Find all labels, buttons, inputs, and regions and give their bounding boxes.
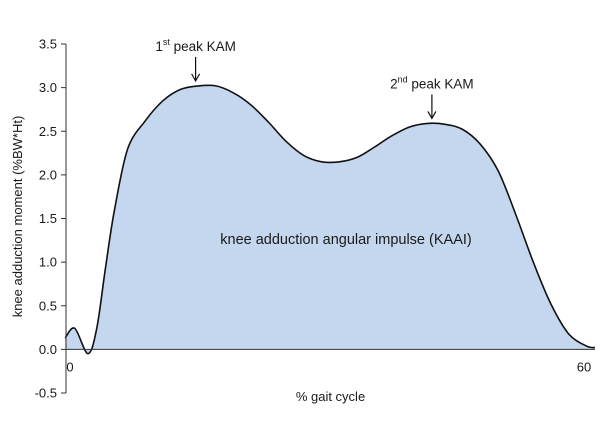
second-peak-label: 2nd peak KAM xyxy=(390,74,474,91)
y-tick-label: 0.0 xyxy=(39,342,57,357)
y-tick-label: 0.5 xyxy=(39,298,57,313)
x-axis-title: % gait cycle xyxy=(296,389,365,404)
area-label: knee adduction angular impulse (KAAI) xyxy=(220,232,471,248)
y-tick-label: -0.5 xyxy=(35,386,57,401)
peak-arrow-head xyxy=(191,73,201,83)
first-peak-label: 1st peak KAM xyxy=(155,37,236,54)
x-tick-label: 60 xyxy=(577,359,591,374)
y-tick-label: 2.0 xyxy=(39,167,57,182)
impulse-area xyxy=(65,85,596,354)
y-tick-label: 3.0 xyxy=(39,80,57,95)
y-tick-label: 2.5 xyxy=(39,124,57,139)
y-axis-title: knee adduction moment (%BW*Ht) xyxy=(10,116,25,318)
moment-curve xyxy=(64,84,596,355)
y-tick-label: 3.5 xyxy=(39,37,57,52)
y-tick-label: 1.0 xyxy=(39,255,57,270)
x-tick-label: 0 xyxy=(66,359,73,374)
y-tick-label: 1.5 xyxy=(39,211,57,226)
peak-arrow-head xyxy=(427,111,437,120)
